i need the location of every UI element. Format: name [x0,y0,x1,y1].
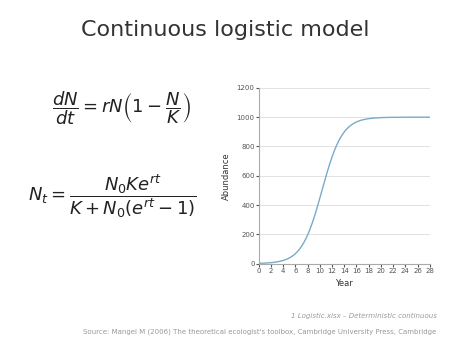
X-axis label: Year: Year [335,280,353,288]
Text: $N_t = \dfrac{N_0 K e^{rt}}{K + N_0\left(e^{rt} - 1\right)}$: $N_t = \dfrac{N_0 K e^{rt}}{K + N_0\left… [28,172,197,220]
Text: Continuous logistic model: Continuous logistic model [81,20,369,40]
Y-axis label: Abundance: Abundance [222,152,231,199]
Text: Source: Mangel M (2006) The theoretical ecologist's toolbox, Cambridge Universit: Source: Mangel M (2006) The theoretical … [83,328,436,335]
Text: 1 Logistic.xlsx – Deterministic continuous: 1 Logistic.xlsx – Deterministic continuo… [291,313,436,319]
Text: $\dfrac{dN}{dt} = rN\left(1 - \dfrac{N}{K}\right)$: $\dfrac{dN}{dt} = rN\left(1 - \dfrac{N}{… [52,89,191,127]
